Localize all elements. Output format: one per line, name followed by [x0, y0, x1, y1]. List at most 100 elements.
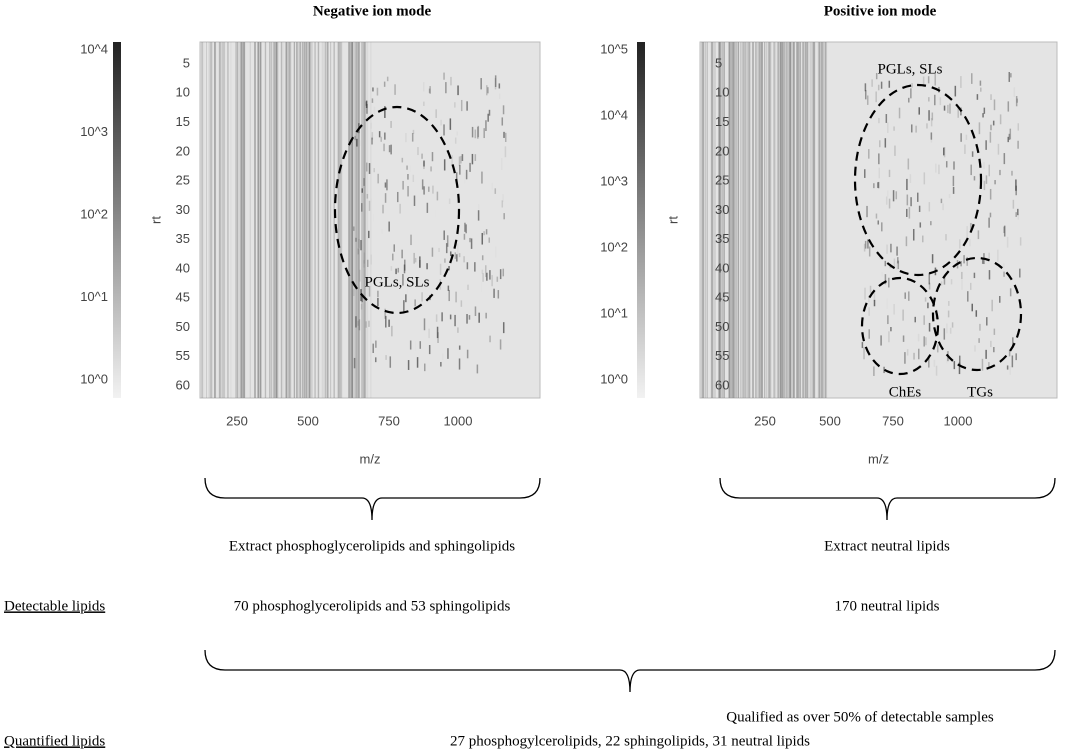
- heatmap-spot: [378, 131, 381, 138]
- row-label: Quantified lipids: [4, 733, 105, 749]
- heatmap-spot: [465, 224, 467, 234]
- heatmap-spot: [885, 114, 888, 123]
- heatmap-spot: [883, 366, 885, 374]
- heatmap-spot: [410, 234, 412, 246]
- heatmap-spot: [947, 310, 950, 318]
- heatmap-spot: [873, 292, 876, 302]
- heatmap-spot: [940, 281, 943, 286]
- heatmap-spot: [466, 314, 468, 324]
- heatmap-spot: [430, 166, 432, 172]
- heatmap-spot: [1015, 133, 1017, 141]
- heatmap: [699, 41, 1058, 399]
- heatmap-spot: [985, 349, 987, 359]
- heatmap-spot: [976, 94, 979, 100]
- heatmap-spot: [477, 210, 480, 221]
- heatmap-spot: [973, 176, 976, 181]
- heatmap-spot: [958, 362, 961, 375]
- heatmap-spot: [864, 169, 866, 178]
- heatmap-spot: [892, 190, 895, 202]
- colorbar-label: 10^2: [80, 206, 108, 221]
- heatmap-spot: [448, 289, 450, 302]
- heatmap-spot: [928, 97, 930, 102]
- heatmap-spot: [1015, 185, 1017, 196]
- heatmap-spot: [927, 76, 930, 84]
- qualified-note: Qualified as over 50% of detectable samp…: [726, 709, 994, 725]
- heatmap-spot: [498, 83, 501, 89]
- heatmap-spot: [974, 345, 976, 352]
- heatmap-spot: [1013, 87, 1016, 97]
- heatmap-spot: [1015, 212, 1017, 217]
- heatmap-spot: [981, 258, 984, 264]
- heatmap-spot: [863, 243, 866, 252]
- heatmap-spot: [988, 164, 991, 177]
- heatmap-spot: [460, 155, 462, 164]
- heatmap-spot: [388, 221, 390, 232]
- heatmap-spot: [375, 340, 377, 348]
- heatmap-spot: [1007, 101, 1010, 112]
- heatmap-spot: [938, 164, 940, 175]
- heatmap-spot: [384, 132, 386, 140]
- heatmap-spot: [930, 132, 933, 143]
- colorbar-label: 10^2: [600, 239, 628, 254]
- heatmap-spot: [448, 266, 450, 271]
- heatmap-spot: [945, 234, 947, 241]
- heatmap-spot: [421, 292, 423, 302]
- heatmap-spot: [382, 204, 384, 214]
- heatmap-spot: [494, 78, 497, 90]
- heatmap-spot: [884, 260, 887, 267]
- heatmap-spot: [1017, 213, 1020, 220]
- heatmap-spot: [449, 118, 452, 130]
- heatmap-spot: [989, 131, 992, 143]
- heatmap-spot: [982, 113, 984, 118]
- x-axis-label: m/z: [868, 451, 889, 466]
- heatmap-spot: [952, 175, 955, 187]
- heatmap-spot: [983, 180, 986, 191]
- heatmap-spot: [478, 312, 480, 323]
- heatmap-spot: [365, 321, 367, 328]
- heatmap-spot: [465, 169, 468, 180]
- heatmap-spot: [481, 255, 484, 261]
- heatmap-spot: [896, 246, 898, 256]
- heatmap-spot: [358, 239, 360, 248]
- heatmap-spot: [412, 129, 415, 134]
- heatmap-spot: [953, 361, 956, 370]
- heatmap-spot: [477, 125, 480, 138]
- heatmap-spot: [390, 120, 392, 128]
- heatmap-spot: [879, 140, 881, 148]
- heatmap-spot: [486, 85, 488, 96]
- heatmap-spot: [431, 152, 434, 162]
- heatmap-spot: [985, 140, 987, 150]
- heatmap-spot: [481, 282, 483, 292]
- heatmap-spot: [460, 300, 463, 307]
- heatmap-spot: [1008, 72, 1011, 82]
- brace: [204, 649, 1056, 693]
- heatmap-spot: [489, 270, 491, 280]
- heatmap-spot: [496, 276, 499, 282]
- heatmap-spot: [480, 78, 482, 90]
- heatmap-spot: [890, 327, 892, 332]
- heatmap-spot: [935, 163, 937, 173]
- heatmap-spot: [411, 133, 414, 142]
- heatmap-spot: [381, 229, 383, 234]
- heatmap-spot: [432, 185, 434, 194]
- heatmap-spot: [456, 243, 459, 255]
- heatmap-spot: [373, 214, 375, 222]
- colorbar-label: 10^4: [600, 107, 628, 122]
- heatmap-spot: [966, 226, 968, 238]
- y-tick-label: 5: [183, 55, 190, 70]
- heatmap-spot: [394, 84, 396, 95]
- heatmap-spot: [943, 147, 945, 156]
- heatmap-spot: [470, 238, 473, 249]
- heatmap-spot: [372, 87, 374, 92]
- extract-text: Extract phosphoglycerolipids and sphingo…: [229, 538, 515, 554]
- y-tick-label: 15: [176, 114, 190, 129]
- heatmap-spot: [363, 252, 366, 264]
- heatmap-spot: [502, 105, 505, 115]
- extract-text: Extract neutral lipids: [824, 538, 950, 554]
- heatmap-spot: [869, 285, 872, 293]
- heatmap-spot: [355, 237, 357, 242]
- heatmap-spot: [931, 112, 934, 121]
- heatmap-spot: [979, 80, 982, 86]
- y-axis-label: rt: [148, 216, 163, 224]
